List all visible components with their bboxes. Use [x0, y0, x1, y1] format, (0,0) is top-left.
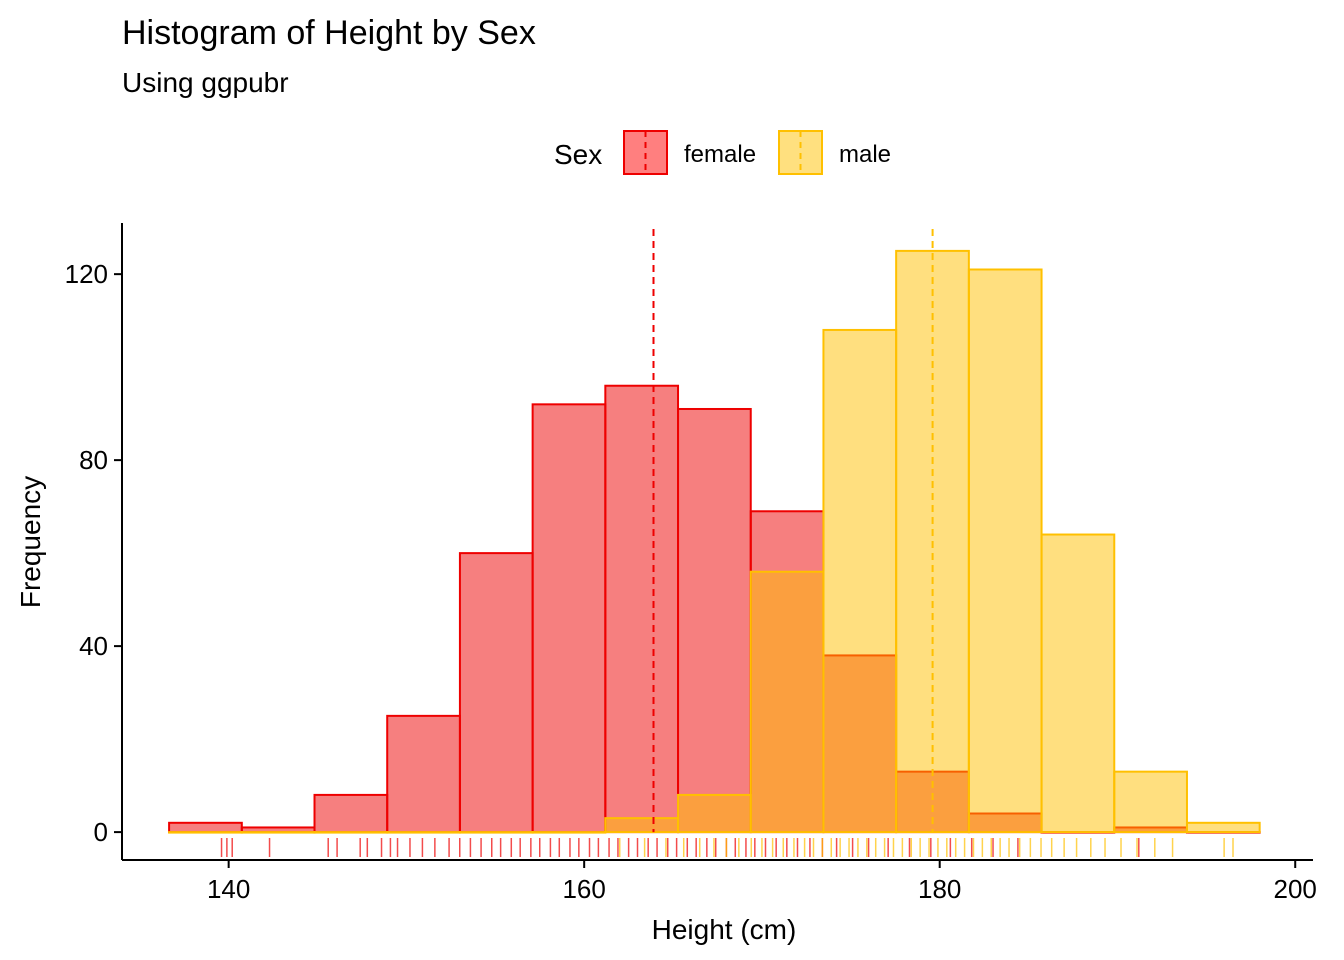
x-tick-label-200: 200 [1274, 874, 1317, 904]
x-axis-ticks: 140 160 180 200 [207, 860, 1317, 904]
legend-label-male: male [839, 141, 891, 168]
x-tick-label-140: 140 [207, 874, 250, 904]
bar-male-5 [531, 831, 607, 834]
bar-male-1 [240, 831, 316, 834]
bar-male-0 [168, 831, 243, 834]
bar-male-14 [1185, 821, 1261, 834]
x-tick-label-160: 160 [562, 874, 605, 904]
y-axis-label: Frequency [15, 476, 46, 608]
bar-male-13 [1113, 770, 1188, 834]
chart-title: Histogram of Height by Sex [122, 14, 536, 52]
bar-male-12 [1040, 533, 1116, 834]
rug-male [618, 838, 1234, 857]
bar-male-4 [458, 831, 534, 834]
bar-male-9 [822, 328, 898, 834]
bar-male-8 [749, 570, 825, 834]
bar-male-11 [967, 268, 1043, 834]
y-axis-ticks: 0 40 80 120 [65, 259, 122, 847]
bar-male-6 [604, 817, 680, 834]
y-tick-label-0: 0 [94, 817, 108, 847]
legend-title: Sex [554, 139, 602, 170]
bar-female-2 [313, 793, 389, 834]
bar-female-3 [386, 714, 461, 834]
bar-male-7 [677, 793, 752, 834]
legend-label-female: female [684, 141, 756, 168]
bar-female-4 [458, 552, 534, 834]
chart-subtitle: Using ggpubr [122, 67, 289, 98]
x-tick-label-180: 180 [918, 874, 961, 904]
legend-key-female: female [623, 130, 756, 175]
y-tick-label-120: 120 [65, 259, 108, 289]
bars-male [168, 249, 1261, 834]
legend-key-male: male [778, 130, 891, 175]
legend: Sex female male [554, 130, 891, 175]
rug-female [220, 838, 1140, 857]
bar-male-2 [313, 831, 389, 834]
bar-female-0 [168, 821, 243, 834]
y-tick-label-80: 80 [79, 445, 108, 475]
bar-female-5 [531, 403, 607, 834]
y-tick-label-40: 40 [79, 631, 108, 661]
x-axis-label: Height (cm) [652, 914, 797, 945]
bar-male-3 [386, 831, 461, 834]
plot-area [168, 229, 1261, 857]
bar-female-6 [604, 384, 680, 834]
bar-female-7 [677, 407, 752, 834]
